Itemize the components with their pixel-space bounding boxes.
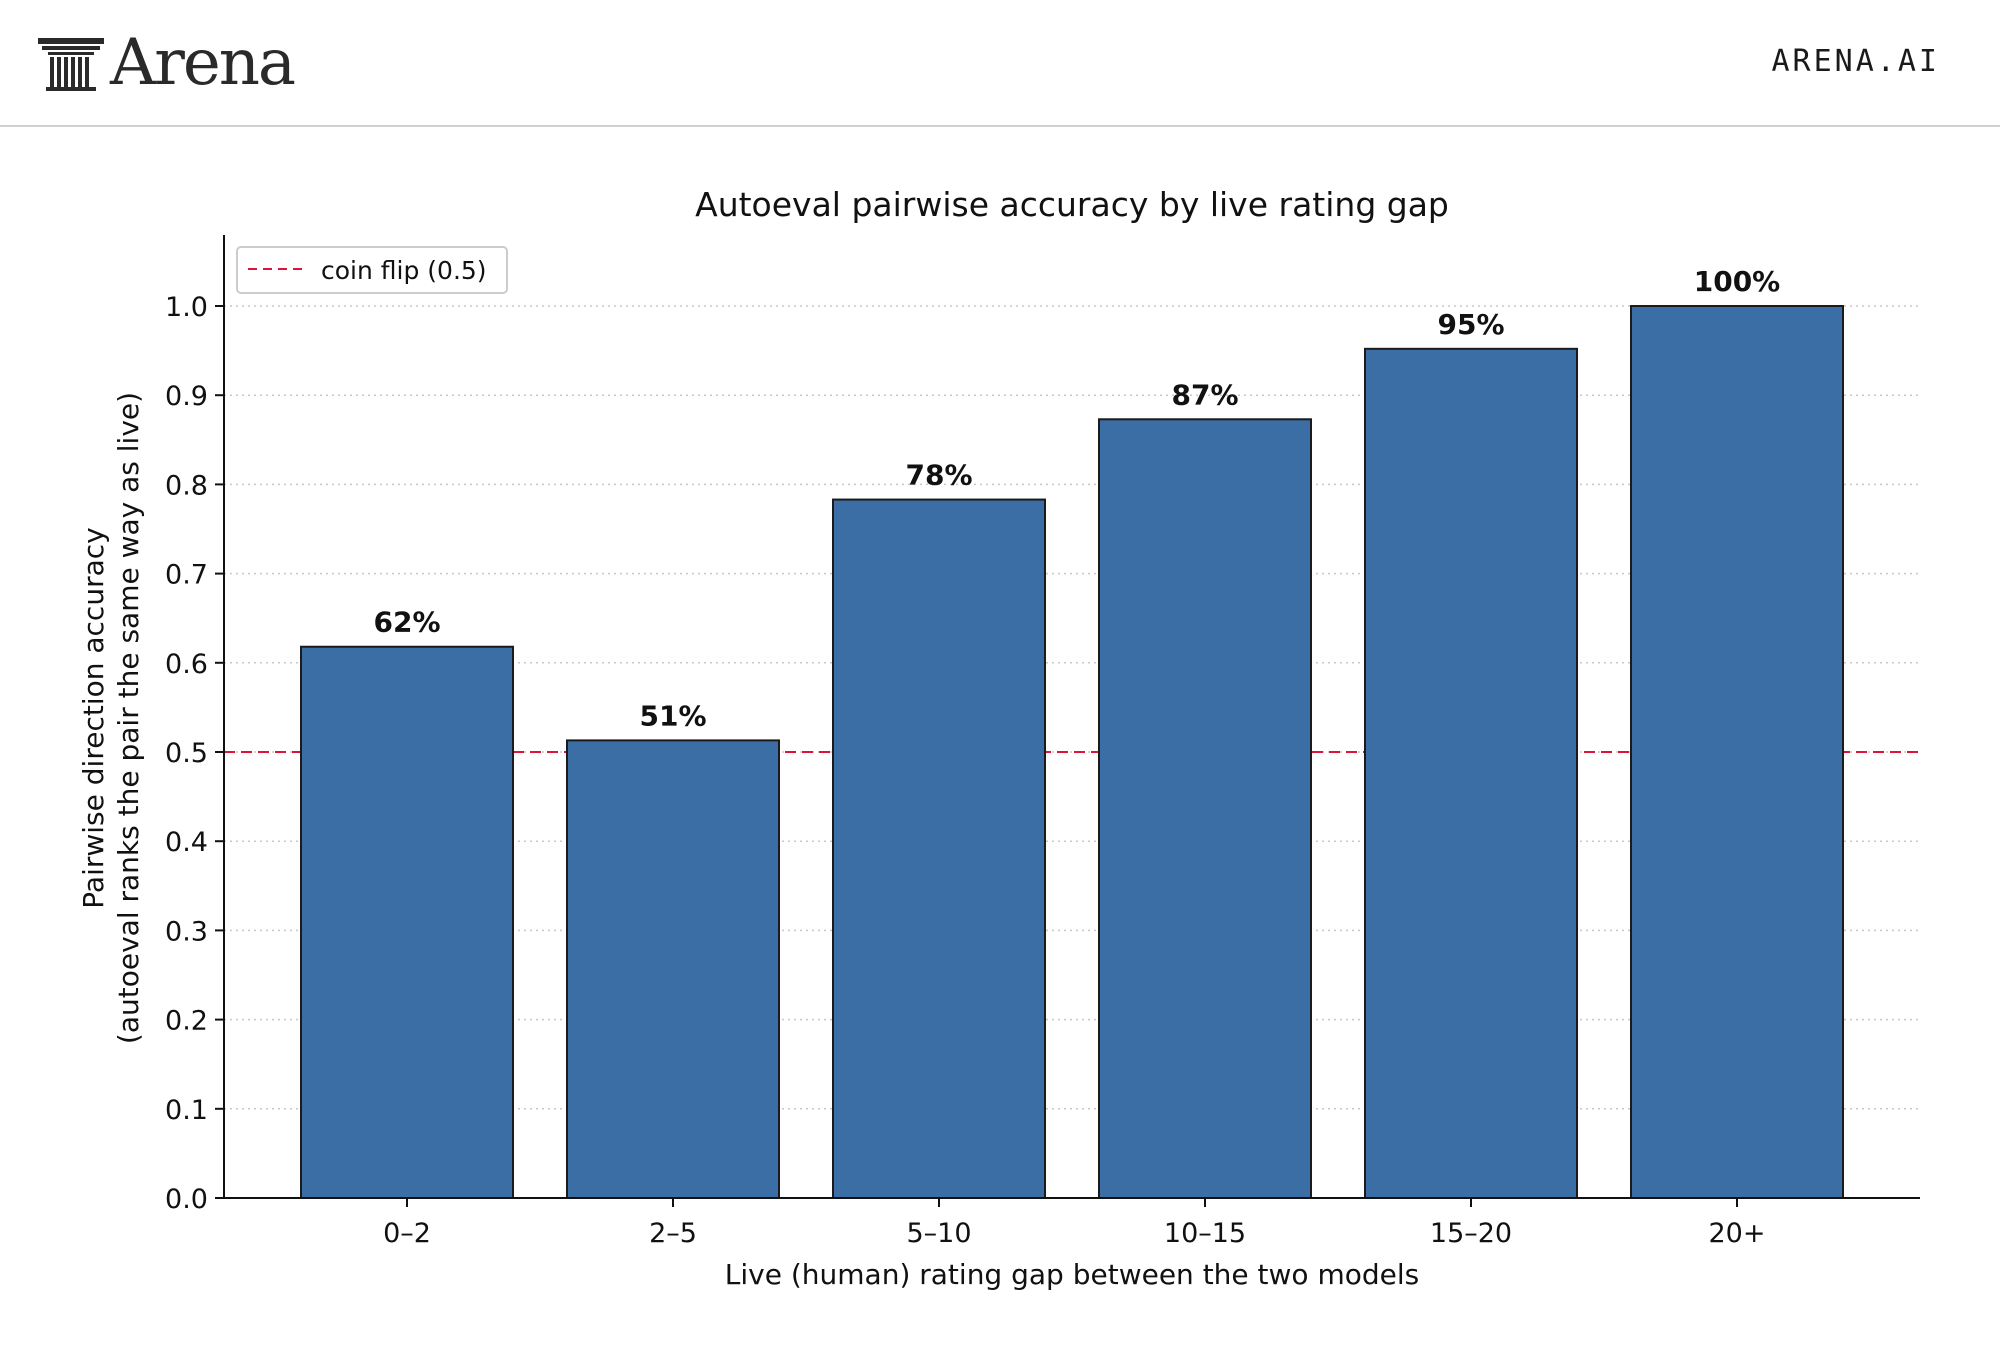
legend-box [236, 246, 508, 294]
y-tick-label: 1.0 [165, 292, 208, 323]
bar-value-label: 87% [1171, 378, 1238, 411]
bar-value-label: 78% [905, 459, 972, 492]
y-tick-label: 0.3 [165, 916, 208, 947]
bar [1364, 347, 1578, 1200]
bar-value-label: 51% [639, 699, 706, 732]
y-tick-label: 0.4 [165, 827, 208, 858]
y-tick-label: 0.1 [165, 1095, 208, 1126]
y-tick-label: 0.9 [165, 381, 208, 412]
pillar-icon [38, 38, 104, 91]
legend: coin flip (0.5) [236, 246, 508, 294]
y-tick-label: 0.5 [165, 738, 208, 769]
bar-value-label: 95% [1437, 308, 1504, 341]
arena-logo[interactable]: Arena [36, 26, 296, 100]
y-tick-label: 0.2 [165, 1006, 208, 1037]
bar [300, 645, 514, 1199]
x-tick-label: 15–20 [1430, 1218, 1512, 1249]
bar-value-label: 62% [373, 606, 440, 639]
legend-label: coin flip (0.5) [321, 256, 487, 285]
x-tick-label: 5–10 [906, 1218, 971, 1249]
y-axis-ticks: 0.0 0.1 0.2 0.3 0.4 0.5 0.6 0.7 0.8 0.9 1.0 [165, 292, 224, 1215]
y-tick-label: 0.8 [165, 470, 208, 501]
x-axis-label: Live (human) rating gap between the two … [725, 1258, 1419, 1291]
y-axis-label-line-1: Pairwise direction accuracy [77, 527, 110, 908]
bars [300, 305, 1844, 1200]
bar-value-label: 100% [1694, 265, 1781, 298]
x-axis-ticks: 0–2 2–5 5–10 10–15 15–20 20+ [383, 1198, 1765, 1249]
logo-wordmark: Arena [110, 26, 296, 100]
site-label[interactable]: ARENA.AI [1771, 44, 1940, 79]
x-tick-label: 20+ [1709, 1218, 1766, 1249]
x-tick-label: 10–15 [1164, 1218, 1246, 1249]
bar [1098, 418, 1312, 1199]
bar [566, 739, 780, 1199]
bar-value-labels: 62% 51% 78% 87% 95% 100% [373, 265, 1780, 732]
y-tick-label: 0.6 [165, 649, 208, 680]
y-axis-label-line-2: (autoeval ranks the pair the same way as… [112, 392, 145, 1044]
x-tick-label: 0–2 [383, 1218, 431, 1249]
bar [832, 498, 1046, 1199]
chart-title: Autoeval pairwise accuracy by live ratin… [695, 185, 1449, 224]
y-tick-label: 0.0 [165, 1184, 208, 1215]
x-tick-label: 2–5 [649, 1218, 697, 1249]
bar [1630, 305, 1844, 1199]
page-header: Arena ARENA.AI [0, 0, 2000, 127]
y-tick-label: 0.7 [165, 560, 208, 591]
